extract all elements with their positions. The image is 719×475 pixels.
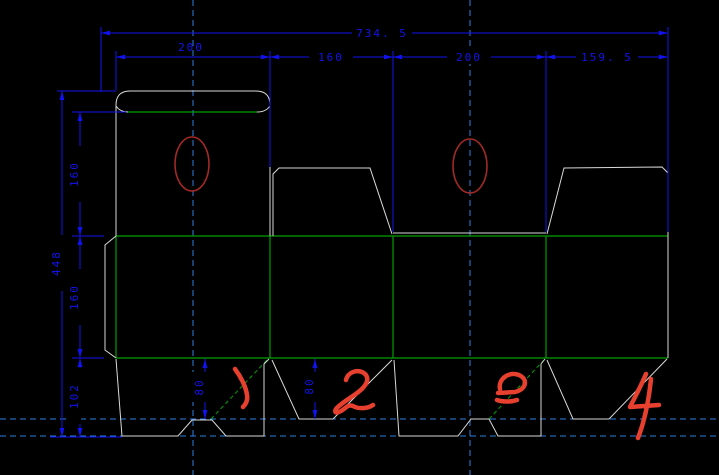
extension-lines: [50, 27, 669, 438]
panel2-top-flap[interactable]: [272, 167, 393, 236]
gap-panel4: [576, 50, 638, 64]
dim-text-total-width[interactable]: 734. 5: [356, 27, 408, 40]
dim-text-lid-height[interactable]: 160: [68, 161, 81, 187]
crease-lines: [115, 111, 668, 420]
panel3-bottom-flap[interactable]: [393, 358, 546, 437]
oval-hole-panel1[interactable]: [174, 136, 210, 192]
gap-panel3: [447, 50, 491, 64]
dim-text-panel4-width[interactable]: 159. 5: [581, 51, 633, 64]
gap-flap-height: [67, 368, 81, 424]
panel1-bottom-flap[interactable]: [115, 358, 270, 437]
gap-body-height: [67, 269, 81, 325]
gap-tuck1: [192, 372, 207, 402]
gap-total-height: [49, 235, 63, 291]
oval-hole-panel3[interactable]: [452, 138, 488, 194]
dim-text-flap-height[interactable]: 102: [68, 383, 81, 409]
dim-text-panel1-width[interactable]: 200: [178, 41, 204, 54]
dim-text-panel2-width[interactable]: 160: [318, 51, 344, 64]
gap-lid-height: [67, 146, 81, 202]
handwritten-mark-3[interactable]: [494, 371, 528, 404]
handwritten-mark-4[interactable]: [627, 371, 662, 441]
panel1-lid-outline[interactable]: [115, 90, 271, 236]
panel4-top-flap[interactable]: [546, 166, 669, 236]
gap-tuck2: [302, 372, 317, 402]
dim-text-panel3-width[interactable]: 200: [456, 51, 482, 64]
handwritten-mark-1[interactable]: [232, 366, 250, 410]
panel2-bottom-flap[interactable]: [271, 359, 393, 420]
dimension-texts: 734. 5 200 160 200 159. 5 448 160 160 10…: [50, 27, 633, 409]
handwritten-annotations: [232, 366, 662, 441]
glue-flap-outline[interactable]: [104, 235, 117, 359]
dim-text-body-height[interactable]: 160: [68, 284, 81, 310]
dim-text-tuck2[interactable]: 80: [303, 377, 316, 394]
punch-holes: [174, 136, 488, 194]
text-gaps: [49, 26, 638, 424]
gap-total-width: [352, 26, 412, 40]
dim-text-tuck1[interactable]: 80: [193, 378, 206, 395]
handwritten-mark-2[interactable]: [333, 368, 376, 415]
crease-diagonal-flap1[interactable]: [210, 359, 268, 420]
lid-shoulder-left[interactable]: [115, 105, 129, 113]
dim-text-total-height[interactable]: 448: [50, 250, 63, 276]
cut-lines: [104, 90, 669, 437]
gap-panel2: [309, 50, 353, 64]
lid-shoulder-right[interactable]: [256, 105, 271, 113]
dimension-lines: [59, 30, 668, 437]
